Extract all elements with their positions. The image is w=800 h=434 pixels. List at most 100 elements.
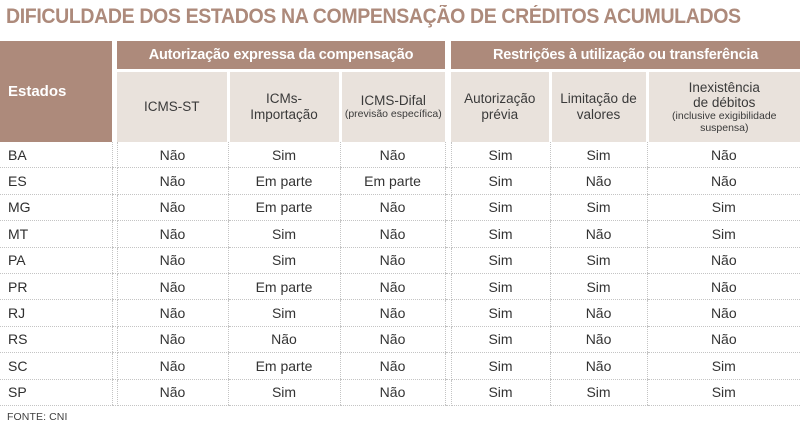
value-cell: Não bbox=[116, 142, 228, 169]
value-cell: Sim bbox=[450, 220, 551, 248]
col-header-icms-importacao: ICMs- Importação bbox=[226, 70, 340, 142]
group-header-autorizacao: Autorização expressa da compensação bbox=[117, 41, 446, 72]
col-header-limitacao-valores: Limitação de valores bbox=[548, 70, 648, 142]
value-cell: Sim bbox=[549, 142, 648, 169]
value-cell: Sim bbox=[227, 247, 340, 274]
value-cell: Não bbox=[549, 299, 648, 327]
value-cell: Sim bbox=[646, 194, 800, 222]
state-cell: BA bbox=[0, 142, 112, 169]
state-cell: SC bbox=[0, 352, 112, 380]
table-row: RJ Não Sim Não Sim Não Não bbox=[0, 299, 800, 327]
value-cell: Não bbox=[339, 273, 446, 301]
value-cell: Sim bbox=[549, 379, 648, 406]
table-row: MG Não Em parte Não Sim Sim Sim bbox=[0, 194, 800, 222]
value-cell: Não bbox=[116, 273, 228, 301]
table-row: SC Não Em parte Não Sim Não Sim bbox=[0, 352, 800, 380]
row-header-estados: Estados bbox=[0, 41, 112, 142]
table-row: PA Não Sim Não Sim Sim Não bbox=[0, 247, 800, 274]
value-cell: Não bbox=[116, 326, 228, 354]
value-cell: Não bbox=[549, 220, 648, 248]
value-cell: Não bbox=[646, 142, 800, 169]
value-cell: Não bbox=[549, 167, 648, 195]
value-cell: Não bbox=[339, 194, 446, 222]
value-cell: Em parte bbox=[227, 352, 340, 380]
state-cell: ES bbox=[0, 167, 112, 195]
value-cell: Não bbox=[116, 379, 228, 406]
page-title: DIFICULDADE DOS ESTADOS NA COMPENSAÇÃO D… bbox=[6, 5, 741, 28]
table-row: RS Não Não Não Sim Não Não bbox=[0, 326, 800, 354]
value-cell: Sim bbox=[227, 142, 340, 169]
group-header-row: Estados Autorização expressa da compensa… bbox=[0, 41, 800, 142]
table-header: Estados Autorização expressa da compensa… bbox=[0, 41, 800, 142]
col-header-label: Limitação de valores bbox=[560, 91, 637, 122]
value-cell: Não bbox=[116, 167, 228, 195]
col-header-autorizacao-previa: Autorização prévia bbox=[451, 70, 551, 142]
value-cell: Sim bbox=[549, 247, 648, 274]
col-header-icms-st: ICMS-ST bbox=[117, 70, 228, 142]
state-cell: RS bbox=[0, 326, 112, 354]
state-cell: PR bbox=[0, 273, 112, 301]
value-cell: Sim bbox=[450, 194, 551, 222]
value-cell: Sim bbox=[450, 167, 551, 195]
table-row: ES Não Em parte Em parte Sim Não Não bbox=[0, 167, 800, 195]
sub-header-row: ICMS-ST ICMs- Importação ICMS-Difal (pre… bbox=[0, 70, 800, 142]
value-cell: Não bbox=[339, 142, 446, 169]
col-header-label: Autorização prévia bbox=[464, 91, 536, 122]
value-cell: Sim bbox=[549, 194, 648, 222]
group-header-restricoes: Restrições à utilização ou transferência bbox=[451, 41, 800, 72]
value-cell: Não bbox=[339, 220, 446, 248]
state-cell: MT bbox=[0, 220, 112, 248]
value-cell: Sim bbox=[646, 220, 800, 248]
col-header-label: ICMS-Difal bbox=[360, 93, 426, 109]
states-compensation-table: Estados Autorização expressa da compensa… bbox=[0, 41, 800, 406]
value-cell: Sim bbox=[450, 247, 551, 274]
col-header-label: ICMs- Importação bbox=[250, 91, 318, 122]
value-cell: Não bbox=[549, 326, 648, 354]
value-cell: Não bbox=[339, 352, 446, 380]
value-cell: Sim bbox=[227, 379, 340, 406]
value-cell: Não bbox=[646, 247, 800, 274]
col-header-sublabel: (previsão específica) bbox=[344, 108, 442, 121]
table-body: BA Não Sim Não Sim Sim Não ES Não Em parte Em part… bbox=[0, 142, 800, 406]
value-cell: Em parte bbox=[227, 194, 340, 222]
value-cell: Sim bbox=[450, 379, 551, 406]
value-cell: Não bbox=[227, 326, 340, 354]
value-cell: Não bbox=[646, 273, 800, 301]
value-cell: Não bbox=[646, 167, 800, 195]
value-cell: Sim bbox=[646, 379, 800, 406]
table-row: PR Não Em parte Não Sim Sim Não bbox=[0, 273, 800, 301]
table-row: SP Não Sim Não Sim Sim Sim bbox=[0, 379, 800, 406]
value-cell: Em parte bbox=[227, 167, 340, 195]
value-cell: Não bbox=[116, 194, 228, 222]
state-cell: PA bbox=[0, 247, 112, 274]
value-cell: Sim bbox=[227, 299, 340, 327]
value-cell: Em parte bbox=[227, 273, 340, 301]
value-cell: Não bbox=[339, 299, 446, 327]
value-cell: Não bbox=[339, 326, 446, 354]
col-header-icms-difal: ICMS-Difal (previsão específica) bbox=[338, 70, 446, 142]
value-cell: Sim bbox=[549, 273, 648, 301]
table-row: BA Não Sim Não Sim Sim Não bbox=[0, 142, 800, 169]
value-cell: Sim bbox=[450, 142, 551, 169]
col-header-label: ICMS-ST bbox=[144, 98, 200, 114]
value-cell: Não bbox=[339, 379, 446, 406]
value-cell: Não bbox=[116, 220, 228, 248]
value-cell: Não bbox=[116, 247, 228, 274]
value-cell: Sim bbox=[450, 326, 551, 354]
value-cell: Sim bbox=[450, 273, 551, 301]
value-cell: Sim bbox=[646, 352, 800, 380]
value-cell: Não bbox=[646, 326, 800, 354]
header-gap bbox=[445, 41, 452, 142]
table-row: MT Não Sim Não Sim Não Sim bbox=[0, 220, 800, 248]
state-cell: RJ bbox=[0, 299, 112, 327]
source-note: FONTE: CNI bbox=[7, 411, 68, 423]
header-gap bbox=[112, 41, 117, 142]
value-cell: Não bbox=[549, 352, 648, 380]
value-cell: Não bbox=[339, 247, 446, 274]
value-cell: Não bbox=[116, 299, 228, 327]
value-cell: Sim bbox=[450, 299, 551, 327]
state-cell: MG bbox=[0, 194, 112, 222]
value-cell: Não bbox=[116, 352, 228, 380]
col-header-sublabel: (inclusive exigibilidade suspensa) bbox=[672, 110, 777, 134]
